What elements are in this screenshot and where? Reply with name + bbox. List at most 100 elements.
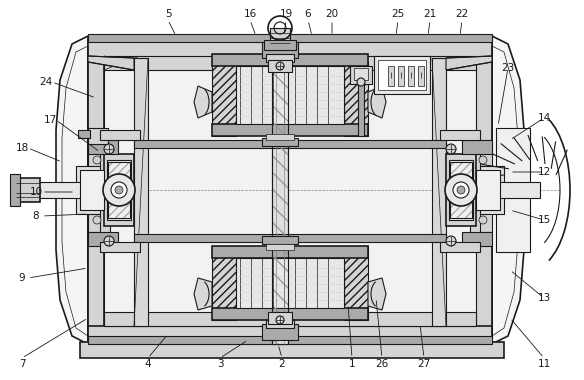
Bar: [272, 36, 288, 344]
Bar: [266, 54, 294, 62]
Text: 27: 27: [418, 359, 430, 369]
Bar: [262, 236, 298, 244]
Circle shape: [445, 174, 477, 206]
Bar: [262, 138, 298, 146]
Text: 6: 6: [305, 9, 311, 19]
Text: 1: 1: [349, 359, 355, 369]
Bar: [88, 46, 104, 344]
Bar: [10, 174, 20, 206]
Text: 12: 12: [537, 167, 551, 177]
Text: 5: 5: [165, 9, 171, 19]
Polygon shape: [56, 36, 88, 344]
Bar: [108, 162, 130, 218]
Circle shape: [104, 236, 114, 246]
Bar: [476, 170, 500, 210]
Circle shape: [111, 182, 127, 198]
Bar: [462, 140, 492, 154]
Bar: [440, 130, 480, 140]
Bar: [268, 60, 292, 72]
Polygon shape: [368, 278, 386, 310]
Bar: [212, 246, 368, 258]
Circle shape: [276, 316, 284, 324]
Text: 10: 10: [29, 187, 43, 197]
Circle shape: [103, 174, 135, 206]
Text: 2: 2: [279, 359, 286, 369]
Bar: [344, 62, 368, 136]
Bar: [374, 56, 430, 94]
Bar: [88, 140, 118, 154]
Bar: [474, 148, 492, 232]
Bar: [88, 326, 492, 344]
Circle shape: [115, 186, 123, 194]
Bar: [418, 66, 424, 86]
Bar: [236, 258, 344, 308]
Text: 18: 18: [15, 143, 29, 153]
Bar: [432, 58, 446, 326]
Circle shape: [446, 144, 456, 154]
Bar: [354, 68, 368, 80]
Text: 22: 22: [456, 9, 468, 19]
Bar: [266, 244, 294, 250]
Bar: [378, 60, 426, 90]
Bar: [236, 66, 344, 124]
Bar: [104, 56, 476, 70]
Circle shape: [453, 182, 469, 198]
Circle shape: [479, 156, 487, 164]
Bar: [358, 80, 364, 136]
Bar: [88, 34, 492, 42]
Bar: [408, 66, 414, 86]
Bar: [108, 162, 130, 218]
Bar: [262, 42, 298, 58]
Text: 9: 9: [19, 273, 25, 283]
Bar: [88, 40, 492, 58]
Bar: [134, 58, 148, 326]
Bar: [272, 36, 288, 344]
Bar: [212, 246, 236, 320]
Bar: [104, 154, 134, 226]
Text: 21: 21: [423, 9, 437, 19]
Circle shape: [93, 186, 101, 194]
Bar: [212, 54, 368, 66]
Bar: [350, 66, 372, 84]
Bar: [100, 242, 140, 252]
Text: 19: 19: [279, 9, 293, 19]
Bar: [388, 66, 394, 86]
Bar: [20, 182, 116, 198]
Bar: [344, 246, 368, 320]
Circle shape: [104, 144, 114, 154]
Bar: [496, 128, 530, 252]
Polygon shape: [368, 86, 386, 118]
Bar: [440, 242, 480, 252]
Text: 16: 16: [244, 9, 256, 19]
Bar: [134, 140, 446, 148]
Polygon shape: [492, 36, 524, 344]
Bar: [272, 36, 288, 344]
Text: 24: 24: [39, 77, 53, 87]
Polygon shape: [194, 86, 212, 118]
Bar: [88, 148, 106, 232]
Bar: [104, 58, 476, 326]
Text: 3: 3: [217, 359, 223, 369]
Text: 23: 23: [502, 63, 515, 73]
Bar: [266, 134, 294, 140]
Bar: [450, 162, 472, 218]
Bar: [270, 28, 290, 46]
Polygon shape: [194, 278, 212, 310]
Bar: [80, 342, 504, 358]
Bar: [268, 312, 292, 324]
Circle shape: [457, 186, 465, 194]
Bar: [212, 308, 368, 320]
Circle shape: [276, 62, 284, 70]
Bar: [470, 140, 480, 242]
Bar: [134, 234, 446, 242]
Polygon shape: [446, 56, 492, 70]
Bar: [78, 130, 90, 138]
Text: 7: 7: [19, 359, 25, 369]
Circle shape: [93, 216, 101, 224]
Bar: [476, 46, 492, 344]
Bar: [266, 320, 294, 328]
Bar: [264, 40, 296, 50]
Text: 25: 25: [391, 9, 405, 19]
Bar: [449, 160, 473, 220]
Bar: [88, 232, 118, 246]
